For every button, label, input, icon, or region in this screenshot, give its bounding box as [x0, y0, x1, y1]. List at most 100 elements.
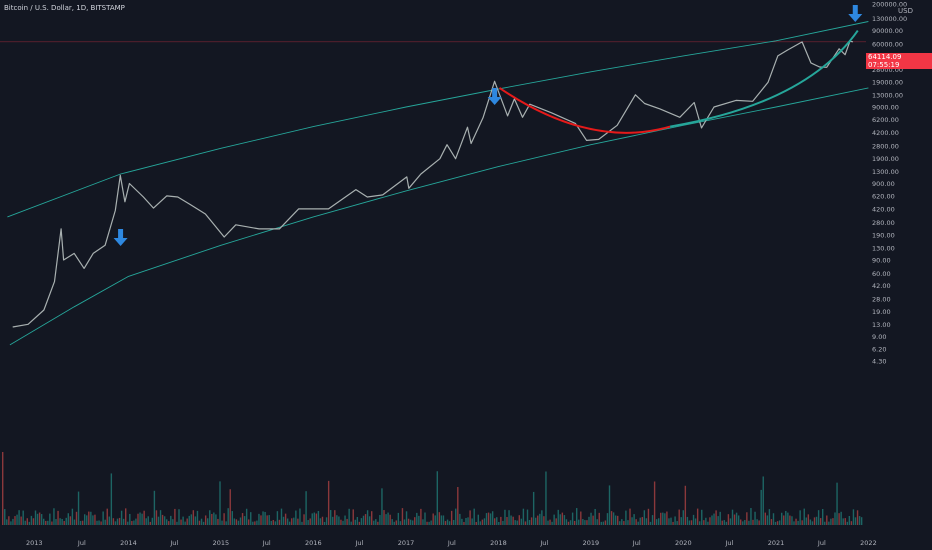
volume-bar — [403, 519, 406, 525]
volume-bar — [59, 518, 61, 525]
volume-bar — [682, 510, 684, 525]
volume-bar — [565, 519, 568, 525]
volume-bar — [496, 517, 498, 525]
volume-bar — [22, 510, 24, 525]
volume-bar — [389, 514, 391, 525]
volume-bar — [453, 519, 455, 525]
volume-bar — [133, 520, 135, 525]
volume-bar — [131, 521, 133, 525]
volume-bar — [598, 512, 600, 525]
volume-bar — [639, 517, 641, 525]
volume-bar — [514, 520, 516, 525]
volume-bar — [262, 511, 264, 525]
volume-bar — [69, 516, 72, 525]
volume-bar — [34, 510, 37, 525]
volume-bar — [227, 508, 229, 525]
volume-bar — [586, 520, 588, 525]
volume-bar — [467, 517, 469, 525]
x-tick-label: Jul — [169, 539, 178, 547]
volume-bar — [678, 509, 680, 525]
y-tick-label: 4200.00 — [872, 129, 899, 137]
volume-bar — [219, 481, 221, 525]
volume-bar — [276, 511, 279, 525]
volume-bar — [828, 521, 830, 525]
volume-bar — [176, 521, 178, 525]
volume-bar — [4, 509, 6, 525]
volume-bar — [225, 521, 227, 525]
volume-bar — [512, 516, 514, 525]
volume-bar — [573, 520, 576, 525]
volume-bar — [487, 512, 490, 525]
volume-bar — [307, 520, 309, 525]
volume-bar — [407, 518, 410, 525]
volume-bar — [375, 519, 377, 525]
volume-bar — [366, 510, 369, 525]
volume-bar — [79, 520, 82, 525]
x-tick-label: 2013 — [26, 539, 43, 547]
y-tick-label: 280.00 — [872, 219, 895, 227]
volume-bar — [65, 517, 67, 525]
volume-bar — [360, 518, 363, 525]
volume-bar — [10, 521, 12, 525]
volume-bar — [705, 517, 707, 525]
volume-bar — [762, 476, 764, 525]
volume-bar — [727, 514, 730, 525]
volume-bar — [508, 510, 510, 525]
volume-bar — [822, 508, 824, 525]
volume-bar — [336, 515, 338, 525]
volume-bar — [143, 510, 145, 525]
volume-bar — [516, 520, 518, 525]
volume-bar — [163, 516, 166, 525]
volume-bar — [737, 515, 740, 525]
volume-bar — [637, 521, 639, 525]
volume-bar — [174, 508, 176, 525]
volume-bar — [498, 521, 500, 525]
volume-bar — [104, 519, 106, 525]
volume-bar — [643, 510, 646, 525]
volume-bar — [340, 519, 342, 525]
volume-bar — [617, 515, 619, 525]
volume-bar — [674, 516, 676, 525]
volume-bar — [666, 511, 668, 525]
volume-bar — [110, 473, 113, 525]
volume-bar — [742, 521, 744, 525]
volume-bar — [555, 518, 557, 525]
volume-bar — [416, 512, 418, 525]
volume-bar — [547, 520, 549, 525]
last-price-value: 64114.09 — [868, 53, 902, 61]
volume-bar — [549, 519, 551, 525]
volume-bar — [182, 516, 184, 525]
volume-bar — [194, 516, 197, 525]
volume-bar — [412, 520, 414, 525]
volume-bar — [606, 513, 609, 525]
volume-bar — [651, 515, 654, 525]
volume-bar — [824, 521, 826, 525]
y-tick-label: 1900.00 — [872, 155, 899, 163]
volume-bar — [750, 508, 752, 525]
volume-bar — [594, 508, 596, 525]
volume-bar — [561, 512, 564, 525]
volume-bar — [444, 521, 447, 525]
x-tick-label: Jul — [632, 539, 641, 547]
volume-bar — [28, 521, 31, 525]
volume-bar — [151, 517, 154, 525]
volume-bar — [30, 515, 33, 525]
down-arrow-icon — [487, 88, 502, 105]
volume-bar — [621, 519, 623, 525]
volume-bar — [713, 513, 715, 525]
volume-bar — [795, 518, 797, 525]
volume-bar — [491, 511, 494, 525]
volume-bar — [641, 517, 643, 525]
volume-bar — [660, 512, 662, 525]
volume-bar — [198, 520, 201, 525]
volume-bar — [20, 516, 22, 525]
volume-bar — [168, 521, 170, 525]
volume-bar — [159, 510, 162, 525]
volume-bar — [342, 520, 344, 525]
volume-bar — [243, 516, 246, 525]
volume-bar — [315, 513, 318, 525]
volume-bar — [672, 521, 674, 525]
volume-bar — [397, 512, 400, 525]
volume-bar — [137, 513, 139, 525]
